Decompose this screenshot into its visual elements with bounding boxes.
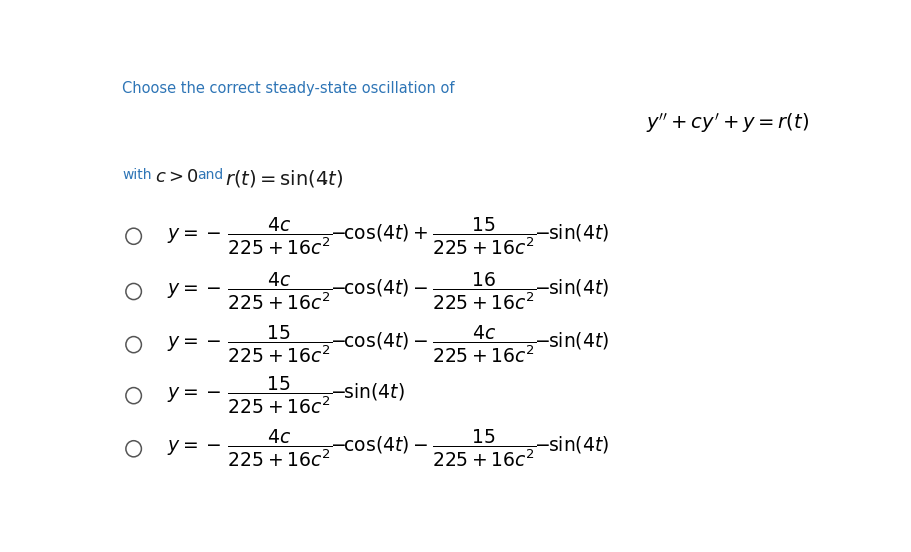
Text: $y = -\,\dfrac{4c}{225 + 16c^2}\!\!-\!\!\cos(4t) - \dfrac{15}{225 + 16c^2}\!\!-\: $y = -\,\dfrac{4c}{225 + 16c^2}\!\!-\!\!…: [167, 428, 609, 469]
Text: Choose the correct steady-state oscillation of: Choose the correct steady-state oscillat…: [122, 81, 455, 96]
Text: $y = -\,\dfrac{4c}{225 + 16c^2}\!\!-\!\!\cos(4t) + \dfrac{15}{225 + 16c^2}\!\!-\: $y = -\,\dfrac{4c}{225 + 16c^2}\!\!-\!\!…: [167, 216, 609, 257]
Text: and: and: [197, 168, 223, 182]
Text: $\it{c} > 0$: $\it{c} > 0$: [155, 168, 199, 186]
Text: $y = -\,\dfrac{15}{225 + 16c^2}\!\!-\!\!\sin(4t)$: $y = -\,\dfrac{15}{225 + 16c^2}\!\!-\!\!…: [167, 375, 404, 416]
Text: .: .: [322, 171, 327, 188]
Text: $\it{r}(\it{t}) = \sin(4\it{t})$: $\it{r}(\it{t}) = \sin(4\it{t})$: [225, 168, 343, 189]
Text: $\it{y}^{\prime\prime} + \it{c}\it{y}^{\prime} + \it{y} = \it{r}(\it{t})$: $\it{y}^{\prime\prime} + \it{c}\it{y}^{\…: [646, 111, 809, 135]
Text: $y = -\,\dfrac{15}{225 + 16c^2}\!\!-\!\!\cos(4t) - \dfrac{4c}{225 + 16c^2}\!\!-\: $y = -\,\dfrac{15}{225 + 16c^2}\!\!-\!\!…: [167, 324, 609, 365]
Text: $y = -\,\dfrac{4c}{225 + 16c^2}\!\!-\!\!\cos(4t) - \dfrac{16}{225 + 16c^2}\!\!-\: $y = -\,\dfrac{4c}{225 + 16c^2}\!\!-\!\!…: [167, 271, 609, 312]
Text: with: with: [122, 168, 152, 182]
